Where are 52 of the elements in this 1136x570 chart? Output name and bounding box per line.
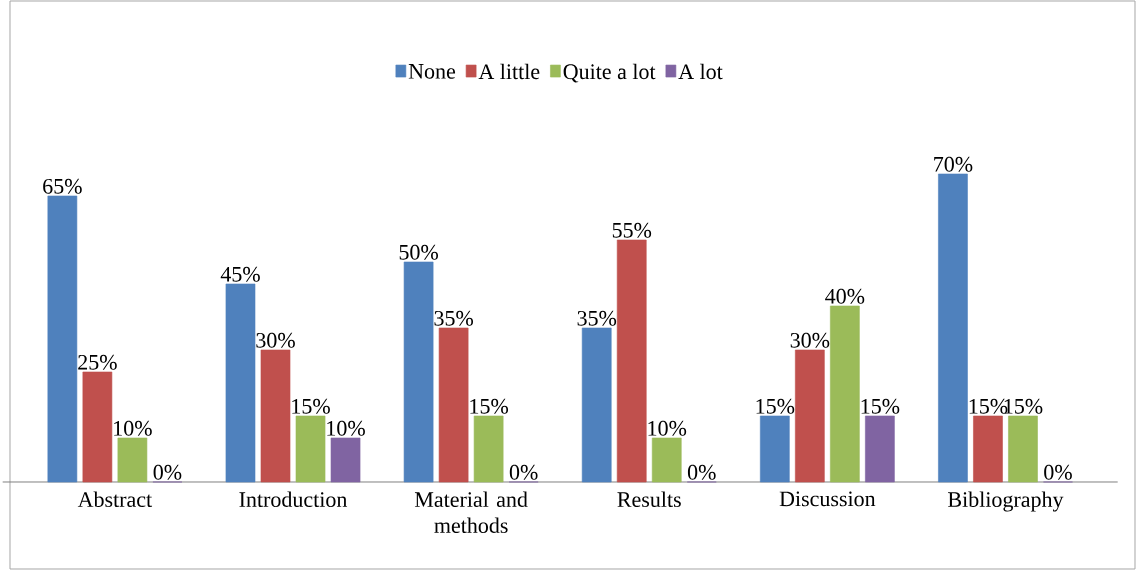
bar [973, 415, 1003, 483]
bar [473, 415, 504, 483]
bar [438, 327, 469, 483]
data-label: 70% [934, 156, 973, 172]
data-label: 10% [114, 420, 152, 436]
data-label: 15% [756, 398, 795, 414]
x-tick-label: Abstract [77, 491, 153, 507]
data-label: 15% [292, 398, 330, 414]
bar [760, 415, 790, 483]
bar [403, 261, 434, 483]
bar [117, 437, 148, 483]
bar [865, 415, 895, 483]
x-tick-label: Bibliography [948, 491, 1064, 512]
bar [295, 415, 326, 483]
data-label: 50% [399, 244, 439, 260]
bar [616, 239, 647, 483]
data-label: 0% [687, 464, 716, 480]
data-label: 15% [861, 398, 900, 414]
data-label: 25% [78, 354, 117, 370]
bar [1008, 415, 1038, 483]
legend-label: A lot [678, 63, 723, 80]
bar [830, 305, 860, 483]
bar [795, 349, 825, 483]
data-label: 35% [434, 310, 474, 326]
bar [938, 173, 968, 483]
data-label: 35% [577, 310, 617, 326]
bar [225, 283, 256, 483]
bar [651, 437, 682, 483]
legend-label: None [408, 64, 456, 79]
x-tick-label: Introduction [239, 491, 348, 507]
data-label: 65% [43, 178, 82, 194]
bar [82, 371, 113, 483]
data-label: 30% [790, 332, 830, 348]
data-label: 0% [509, 464, 538, 480]
bar [581, 327, 612, 483]
bar [47, 195, 78, 483]
x-tick-label: Results [617, 491, 681, 507]
data-label: 0% [1044, 464, 1072, 480]
data-label: 55% [612, 222, 652, 238]
legend-label: Quite a lot [563, 63, 656, 83]
legend-label: A little [478, 63, 540, 80]
bar [330, 437, 361, 483]
data-label: 15% [470, 398, 509, 414]
data-label: 40% [825, 288, 865, 304]
x-tick-label: Material and methods [414, 491, 528, 533]
data-label: 30% [256, 332, 295, 348]
data-label: 45% [220, 266, 260, 282]
x-tick-label: Discussion [779, 491, 876, 507]
data-label: 0% [153, 464, 182, 480]
data-label: 10% [648, 420, 687, 436]
bar [260, 349, 291, 483]
data-label: 10% [327, 420, 365, 436]
